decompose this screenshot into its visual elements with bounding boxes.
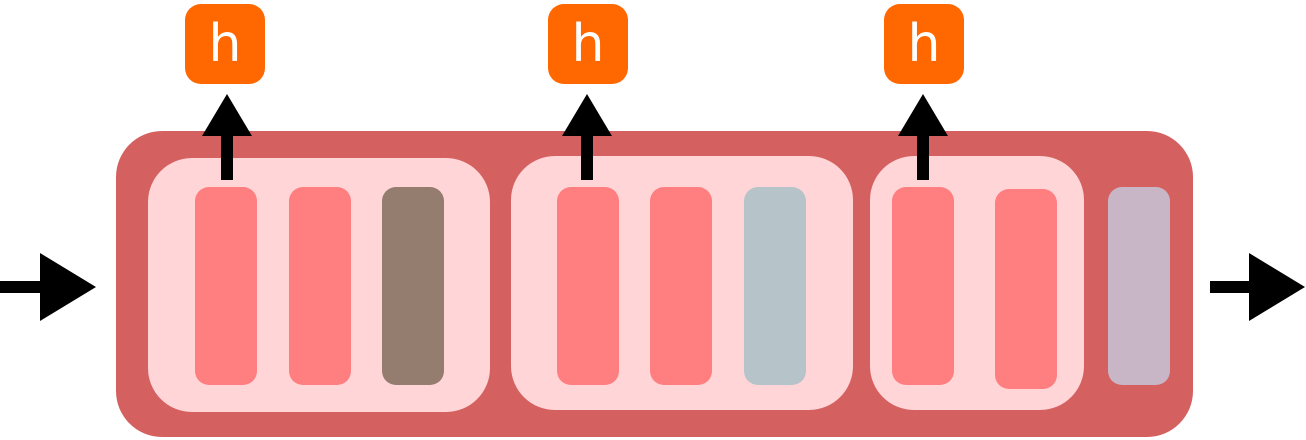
hidden-state-badge-2: h [548, 4, 628, 84]
output-arrow-3-head [898, 94, 948, 136]
group-2-bar-3 [744, 187, 806, 385]
hidden-state-badge-1: h [185, 4, 265, 84]
output-arrow-1-head [202, 94, 252, 136]
output-arrow-right-shaft [1210, 281, 1254, 293]
standalone-bar [1108, 187, 1170, 385]
group-3-bar-2 [995, 189, 1057, 389]
output-arrow-3-shaft [917, 128, 929, 180]
group-1-bar-1 [195, 187, 257, 385]
output-arrow-right-head [1249, 253, 1305, 321]
output-arrow-2-head [562, 94, 612, 136]
group-2-bar-2 [650, 187, 712, 385]
input-arrow-head [40, 253, 96, 321]
hidden-state-badge-3: h [884, 4, 964, 84]
group-1-bar-3 [382, 187, 444, 385]
output-arrow-2-shaft [581, 128, 593, 180]
group-2-bar-1 [557, 187, 619, 385]
output-arrow-1-shaft [221, 128, 233, 180]
group-1-bar-2 [289, 187, 351, 385]
input-arrow-shaft [0, 281, 44, 293]
group-3-bar-1 [892, 187, 954, 385]
